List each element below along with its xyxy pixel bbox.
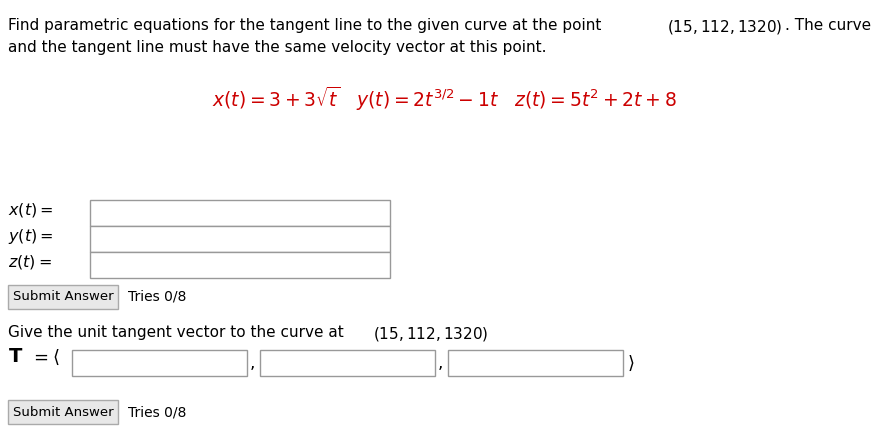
Text: $(15, 112, 1320)$: $(15, 112, 1320)$ — [667, 18, 782, 36]
Text: . The curve: . The curve — [785, 18, 871, 33]
Text: ,: , — [438, 354, 443, 372]
Text: Give the unit tangent vector to the curve at: Give the unit tangent vector to the curv… — [8, 325, 349, 340]
Text: $x(t) = 3 + 3\sqrt{t}$   $y(t) = 2t^{3/2} - 1t$   $z(t) = 5t^2 + 2t + 8$: $x(t) = 3 + 3\sqrt{t}$ $y(t) = 2t^{3/2} … — [211, 85, 677, 113]
Text: $\rangle$: $\rangle$ — [627, 353, 634, 372]
Text: Tries 0/8: Tries 0/8 — [128, 405, 186, 419]
Text: Tries 0/8: Tries 0/8 — [128, 290, 186, 304]
FancyBboxPatch shape — [8, 285, 118, 309]
Text: $= \langle$: $= \langle$ — [30, 348, 59, 367]
FancyBboxPatch shape — [448, 350, 623, 376]
FancyBboxPatch shape — [260, 350, 435, 376]
Text: $(15, 112, 1320)$: $(15, 112, 1320)$ — [373, 325, 488, 343]
FancyBboxPatch shape — [90, 252, 390, 278]
Text: Find parametric equations for the tangent line to the given curve at the point: Find parametric equations for the tangen… — [8, 18, 607, 33]
FancyBboxPatch shape — [8, 400, 118, 424]
Text: $x(t) =$: $x(t) =$ — [8, 201, 53, 219]
Text: $\mathbf{T}$: $\mathbf{T}$ — [8, 348, 23, 366]
Text: and the tangent line must have the same velocity vector at this point.: and the tangent line must have the same … — [8, 40, 546, 55]
FancyBboxPatch shape — [72, 350, 247, 376]
Text: Submit Answer: Submit Answer — [12, 290, 114, 303]
Text: $z(t) =$: $z(t) =$ — [8, 253, 52, 271]
Text: $y(t) =$: $y(t) =$ — [8, 227, 53, 246]
Text: Submit Answer: Submit Answer — [12, 405, 114, 418]
FancyBboxPatch shape — [90, 200, 390, 226]
FancyBboxPatch shape — [90, 226, 390, 252]
Text: ,: , — [250, 354, 256, 372]
